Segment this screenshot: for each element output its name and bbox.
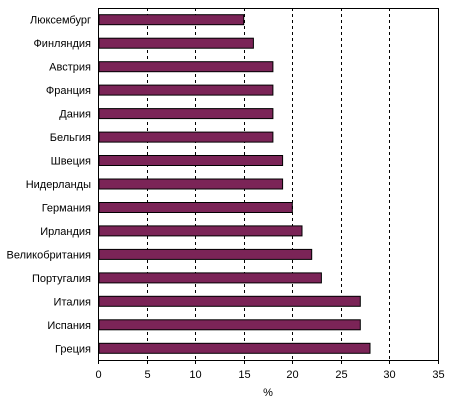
bar — [98, 319, 361, 331]
bar — [98, 61, 274, 73]
bar — [98, 225, 303, 237]
bar — [98, 37, 254, 49]
category-label: Греция — [55, 343, 91, 355]
plot-frame — [98, 8, 439, 361]
bar — [98, 342, 371, 354]
x-axis-ticks: 0 5 10 15 20 25 30 35 — [95, 360, 445, 381]
x-tick-label: 25 — [335, 369, 347, 381]
x-tick-label: 30 — [383, 369, 395, 381]
bar — [98, 248, 313, 260]
category-label: Бельгия — [50, 132, 91, 144]
x-tick-label: 20 — [286, 369, 298, 381]
bar — [98, 272, 322, 284]
category-label: Великобритания — [7, 249, 92, 261]
bar — [98, 178, 284, 190]
category-label: Ирландия — [40, 226, 91, 238]
x-tick-label: 15 — [238, 369, 250, 381]
bar — [98, 84, 274, 96]
bar — [98, 14, 245, 26]
x-tick-label: 10 — [189, 369, 201, 381]
bars — [98, 14, 371, 354]
x-tick-label: 0 — [95, 369, 101, 381]
category-label: Португалия — [32, 273, 91, 285]
category-label: Австрия — [49, 62, 91, 74]
category-label: Испания — [47, 320, 91, 332]
category-label: Германия — [42, 203, 91, 215]
category-label: Нидерланды — [26, 179, 91, 191]
bar — [98, 108, 274, 120]
x-tick-label: 5 — [144, 369, 150, 381]
category-label: Люксембург — [30, 15, 91, 27]
bar — [98, 131, 274, 143]
x-axis-label: % — [263, 387, 273, 399]
category-labels: Люксембург Финляндия Австрия Франция Дания Бе… — [7, 15, 92, 356]
bar — [98, 295, 361, 307]
category-label: Италия — [54, 296, 92, 308]
bar — [98, 202, 293, 213]
category-label: Франция — [46, 85, 91, 97]
x-tick-label: 35 — [432, 369, 444, 381]
category-label: Дания — [59, 109, 91, 121]
bar — [98, 155, 284, 166]
category-label: Швеция — [51, 156, 91, 168]
category-label: Финляндия — [33, 38, 91, 50]
